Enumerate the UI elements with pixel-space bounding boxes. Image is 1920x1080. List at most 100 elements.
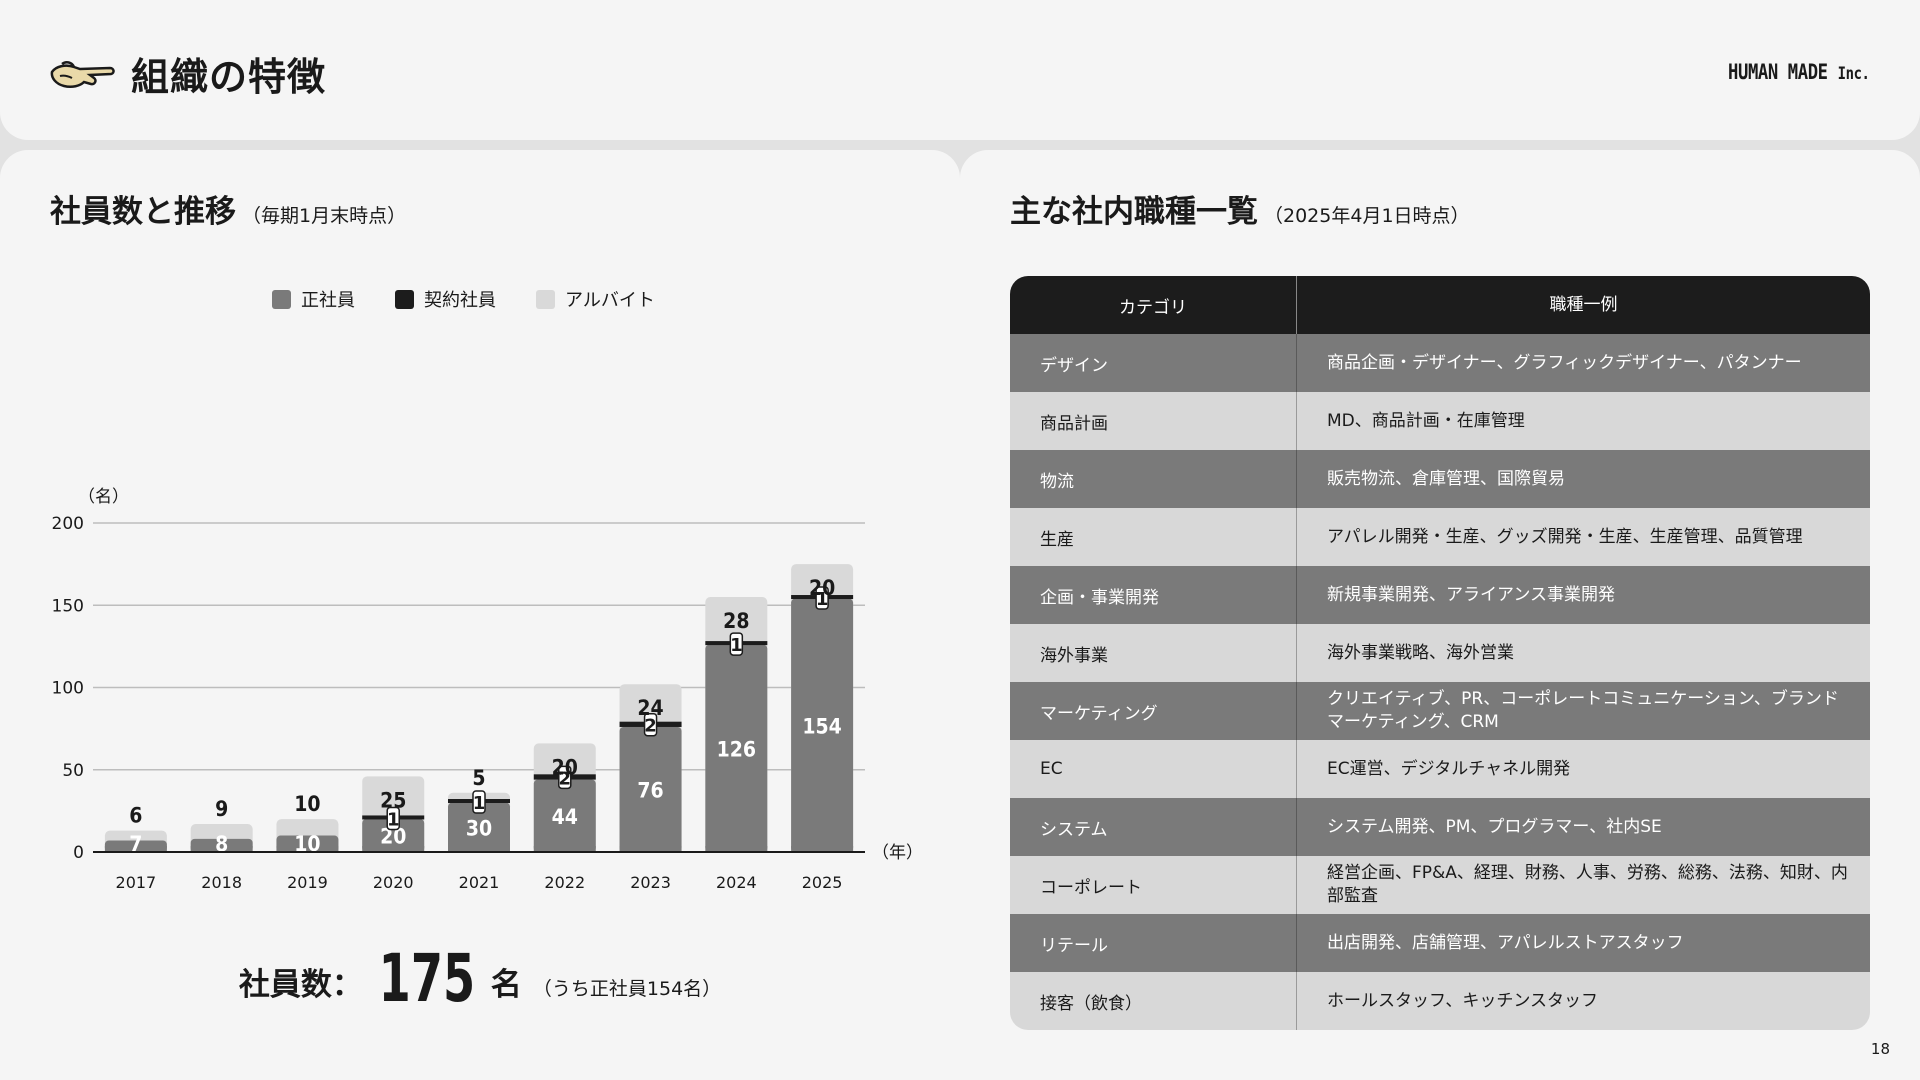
total-unit: 名 <box>490 967 522 1003</box>
bar-fulltime-base <box>104 846 167 852</box>
table-row: デザイン 商品企画・デザイナー、グラフィックデザイナー、パタンナー <box>1010 334 1870 392</box>
category-cell: EC <box>1010 740 1297 798</box>
contract-label-bg <box>558 765 572 790</box>
data-label-fulltime: 7 <box>129 832 142 856</box>
total-employees: 社員数： 175 名 （うち正社員154名） <box>0 940 960 1017</box>
table-row: 海外事業 海外事業戦略、海外営業 <box>1010 624 1870 682</box>
bar-fulltime-base <box>705 846 768 852</box>
data-label-contract: 1 <box>730 635 743 656</box>
legend-item-fulltime: 正社員 <box>272 286 355 312</box>
x-tick-label: 2024 <box>716 873 757 892</box>
table-row: 物流 販売物流、倉庫管理、国際貿易 <box>1010 450 1870 508</box>
data-label-fulltime: 154 <box>802 714 841 738</box>
column-header-category: カテゴリ <box>1010 276 1297 334</box>
page-number: 18 <box>1870 1040 1890 1058</box>
y-tick-label: 150 <box>52 596 84 616</box>
total-label: 社員数： <box>238 967 363 1003</box>
y-tick-label: 200 <box>52 514 84 534</box>
table-row: 商品計画 MD、商品計画・在庫管理 <box>1010 392 1870 450</box>
page-title: 組織の特徴 <box>131 55 327 99</box>
category-cell: 生産 <box>1010 508 1297 566</box>
table-row: コーポレート 経営企画、FP&A、経理、財務、人事、労務、総務、法務、知財、内部監… <box>1010 856 1870 914</box>
examples-cell: EC運営、デジタルチャネル開発 <box>1327 758 1571 779</box>
bar-fulltime-base <box>533 846 596 852</box>
examples-cell: 新規事業開発、アライアンス事業開発 <box>1327 584 1615 605</box>
chart-subtitle: （毎期1月末時点） <box>242 205 407 227</box>
brand-suffix: Inc. <box>1838 64 1870 84</box>
x-tick-label: 2022 <box>544 873 585 892</box>
examples-cell: 経営企画、FP&A、経理、財務、人事、労務、総務、法務、知財、内部監査 <box>1327 863 1848 906</box>
contract-label-bg <box>386 806 400 831</box>
category-cell: 物流 <box>1010 450 1297 508</box>
y-tick-label: 0 <box>73 843 84 863</box>
legend-item-parttime: アルバイト <box>536 286 655 312</box>
data-label-contract: 2 <box>559 768 572 789</box>
chart-legend: 正社員 契約社員 アルバイト <box>272 286 655 312</box>
table-row: 企画・事業開発 新規事業開発、アライアンス事業開発 <box>1010 566 1870 624</box>
x-tick-label: 2018 <box>201 873 242 892</box>
table-row: 接客（飲食） ホールスタッフ、キッチンスタッフ <box>1010 972 1870 1030</box>
x-tick-label: 2020 <box>373 873 414 892</box>
table-row: マーケティング クリエイティブ、PR、コーポレートコミュニケーション、ブランドマー… <box>1010 682 1870 740</box>
data-label-fulltime: 8 <box>215 832 228 856</box>
examples-cell: 出店開発、店舗管理、アパレルストアスタッフ <box>1327 932 1684 953</box>
brand-logo: HUMAN MADE Inc. <box>1729 60 1871 84</box>
bar-fulltime <box>448 802 510 852</box>
bar-fulltime <box>705 644 768 852</box>
chart-section-title: 社員数と推移 （毎期1月末時点） <box>50 186 406 231</box>
bar-fulltime <box>791 598 854 852</box>
data-label-parttime: 10 <box>294 792 320 816</box>
data-label-contract: 2 <box>644 716 657 737</box>
bar-fulltime <box>533 779 596 852</box>
examples-cell: MD、商品計画・在庫管理 <box>1327 410 1525 431</box>
legend-label: アルバイト <box>565 290 655 311</box>
data-label-fulltime: 76 <box>637 778 663 802</box>
contract-label-bg <box>729 632 744 656</box>
legend-swatch <box>395 289 414 309</box>
examples-cell: 販売物流、倉庫管理、国際貿易 <box>1327 468 1565 489</box>
legend-item-contract: 契約社員 <box>395 286 496 312</box>
job-types-panel: 主な社内職種一覧 （2025年4月1日時点） カテゴリ 職種一例 デザイン 商品企画… <box>960 150 1920 1080</box>
examples-cell: 海外事業戦略、海外営業 <box>1327 642 1514 663</box>
contract-label-bg <box>815 586 829 610</box>
legend-label: 契約社員 <box>424 290 496 311</box>
page-header: 組織の特徴 HUMAN MADE Inc. <box>0 0 1920 140</box>
legend-swatch <box>536 289 555 309</box>
data-label-parttime: 24 <box>637 696 663 720</box>
contract-label-bg <box>643 712 658 737</box>
data-label-fulltime: 44 <box>552 805 578 829</box>
employee-bar-chart: 050100150200（名）（年）7620178920181010201920… <box>52 487 923 892</box>
bar-fulltime-base <box>190 846 253 852</box>
category-cell: 企画・事業開発 <box>1010 566 1297 624</box>
x-unit-label: （年） <box>872 843 923 863</box>
table-header-row: カテゴリ 職種一例 <box>1010 276 1870 334</box>
examples-cell: ホールスタッフ、キッチンスタッフ <box>1327 990 1598 1011</box>
bar-fulltime-base <box>791 846 854 852</box>
y-tick-label: 50 <box>62 761 84 781</box>
chart-title: 社員数と推移 <box>50 194 236 230</box>
legend-swatch <box>272 289 291 309</box>
table-row: システム システム開発、PM、プログラマー、社内SE <box>1010 798 1870 856</box>
data-label-parttime: 6 <box>129 804 142 828</box>
total-note: （うち正社員154名） <box>532 978 722 1000</box>
data-label-parttime: 5 <box>472 766 485 790</box>
table-row: リテール 出店開発、店舗管理、アパレルストアスタッフ <box>1010 914 1870 972</box>
x-tick-label: 2021 <box>459 873 500 892</box>
bar-fulltime <box>619 726 682 852</box>
examples-cell: アパレル開発・生産、グッズ開発・生産、生産管理、品質管理 <box>1327 526 1803 547</box>
table-row: 生産 アパレル開発・生産、グッズ開発・生産、生産管理、品質管理 <box>1010 508 1870 566</box>
category-cell: 海外事業 <box>1010 624 1297 682</box>
category-cell: システム <box>1010 798 1297 856</box>
x-tick-label: 2025 <box>802 873 843 892</box>
legend-label: 正社員 <box>301 290 355 311</box>
data-label-contract: 1 <box>387 809 400 830</box>
data-label-contract: 1 <box>816 589 829 610</box>
examples-cell: 商品企画・デザイナー、グラフィックデザイナー、パタンナー <box>1327 352 1802 373</box>
contract-label-bg <box>472 790 486 814</box>
examples-cell: システム開発、PM、プログラマー、社内SE <box>1327 816 1662 837</box>
bar-fulltime-base <box>276 846 339 852</box>
category-cell: 接客（飲食） <box>1010 972 1297 1030</box>
examples-cell: クリエイティブ、PR、コーポレートコミュニケーション、ブランドマーケティング、C… <box>1327 689 1839 732</box>
data-label-parttime: 28 <box>723 609 749 633</box>
bar-fulltime-base <box>619 846 682 852</box>
